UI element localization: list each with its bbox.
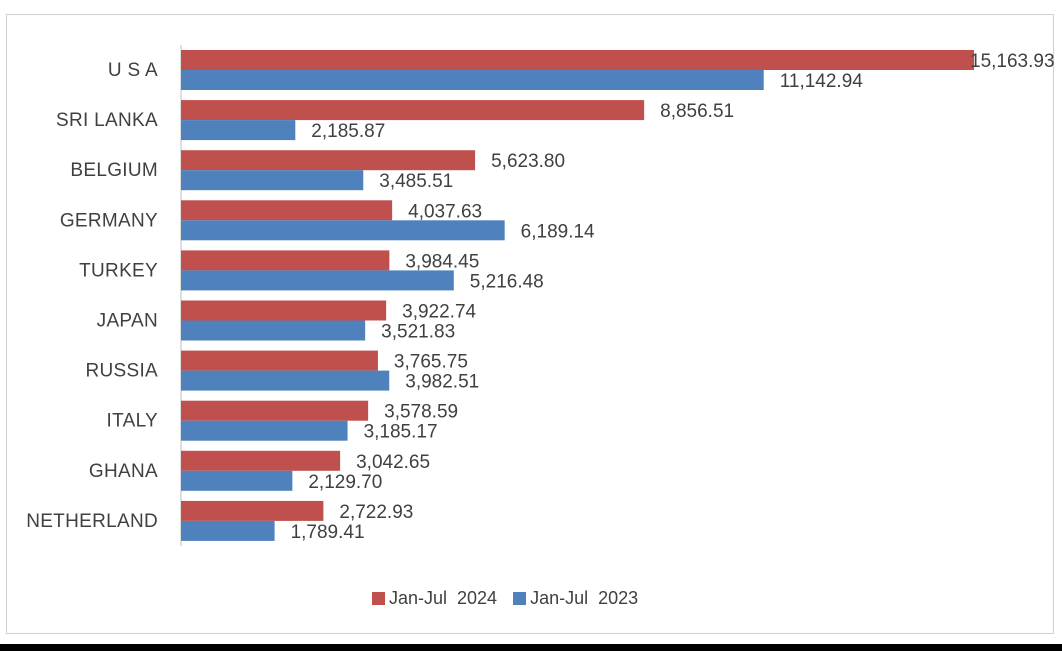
bar-2023 xyxy=(181,70,764,90)
category-label: RUSSIA xyxy=(85,361,158,382)
data-label-2023: 3,485.51 xyxy=(379,171,453,192)
bar-2023 xyxy=(181,170,364,191)
bar-2023 xyxy=(181,470,293,491)
legend-item-2024: Jan-Jul 2024 xyxy=(372,588,497,609)
category-label: GHANA xyxy=(89,461,158,482)
bar-2024 xyxy=(181,300,387,321)
bar-2023 xyxy=(181,420,348,441)
data-label-2023: 3,521.83 xyxy=(381,322,455,343)
data-label-2024: 4,037.63 xyxy=(408,201,482,222)
bottom-border-bar xyxy=(0,644,1062,651)
category-label: BELGIUM xyxy=(70,160,158,181)
bar-2024 xyxy=(181,450,341,471)
data-label-2024: 8,856.51 xyxy=(660,101,734,122)
data-label-2023: 1,789.41 xyxy=(291,522,365,543)
bar-2024 xyxy=(181,50,974,70)
bar-2024 xyxy=(181,200,393,221)
bar-2023 xyxy=(181,520,275,541)
category-label: ITALY xyxy=(107,411,159,432)
legend-item-2023: Jan-Jul 2023 xyxy=(513,588,638,609)
bar-2024 xyxy=(181,400,369,421)
bar-2023 xyxy=(181,370,390,391)
legend-swatch-2023 xyxy=(513,592,527,605)
data-label-2023: 6,189.14 xyxy=(521,221,595,242)
bar-2024 xyxy=(181,250,390,271)
legend: Jan-Jul 2024 Jan-Jul 2023 xyxy=(372,588,654,609)
bar-2023 xyxy=(181,270,454,291)
bar-2023 xyxy=(181,120,296,141)
data-label-2023: 3,982.51 xyxy=(405,372,479,393)
data-label-2024: 3,765.75 xyxy=(394,352,468,373)
legend-label-2023: Jan-Jul 2023 xyxy=(530,588,639,608)
category-label: GERMANY xyxy=(60,210,158,231)
data-label-2023: 2,185.87 xyxy=(311,121,385,142)
category-label: NETHERLAND xyxy=(26,511,158,532)
bars xyxy=(181,50,974,541)
bar-2023 xyxy=(181,320,366,341)
bar-2024 xyxy=(181,500,324,521)
category-label: SRI LANKA xyxy=(56,110,158,131)
data-label-2024: 3,984.45 xyxy=(405,251,479,272)
data-label-2023: 2,129.70 xyxy=(308,472,382,493)
data-label-2024: 15,163.93 xyxy=(970,51,1055,72)
data-label-2024: 2,722.93 xyxy=(339,502,413,523)
data-label-2023: 5,216.48 xyxy=(470,271,544,292)
category-label: U S A xyxy=(108,60,158,81)
bar-2024 xyxy=(181,100,645,121)
bar-2024 xyxy=(181,350,378,371)
data-label-2024: 5,623.80 xyxy=(491,151,565,172)
category-label: JAPAN xyxy=(97,311,158,332)
legend-label-2024: Jan-Jul 2024 xyxy=(389,588,498,608)
value-labels: 15,163.93 11,142.94 8,856.51 2,185.87 5,623.… xyxy=(291,51,1055,543)
data-label-2024: 3,922.74 xyxy=(402,302,476,323)
data-label-2024: 3,578.59 xyxy=(384,402,458,423)
bar-2024 xyxy=(181,150,476,171)
bar-2023 xyxy=(181,220,505,241)
category-labels: U S A SRI LANKA BELGIUM GERMANY TURKEY JAPAN R… xyxy=(26,60,158,532)
data-label-2023: 3,185.17 xyxy=(364,422,438,443)
data-label-2023: 11,142.94 xyxy=(780,71,864,92)
legend-swatch-2024 xyxy=(372,592,385,605)
category-label: TURKEY xyxy=(79,260,158,281)
data-label-2024: 3,042.65 xyxy=(356,452,430,473)
